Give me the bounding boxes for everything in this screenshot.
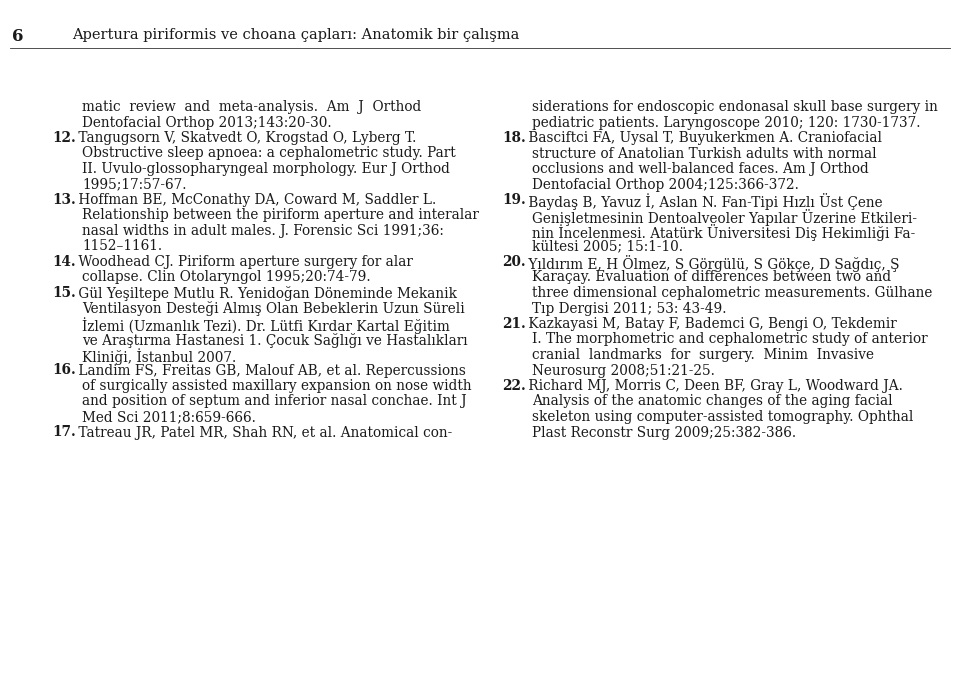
Text: Obstructive sleep apnoea: a cephalometric study. Part: Obstructive sleep apnoea: a cephalometri… (82, 146, 456, 160)
Text: Richard MJ, Morris C, Deen BF, Gray L, Woodward JA.: Richard MJ, Morris C, Deen BF, Gray L, W… (524, 379, 902, 393)
Text: 14.: 14. (52, 255, 76, 269)
Text: Genişletmesinin Dentoalveoler Yapılar Üzerine Etkileri-: Genişletmesinin Dentoalveoler Yapılar Üz… (532, 208, 917, 226)
Text: three dimensional cephalometric measurements. Gülhane: three dimensional cephalometric measurem… (532, 286, 932, 300)
Text: kültesi 2005; 15:1-10.: kültesi 2005; 15:1-10. (532, 240, 683, 254)
Text: 22.: 22. (502, 379, 526, 393)
Text: pediatric patients. Laryngoscope 2010; 120: 1730-1737.: pediatric patients. Laryngoscope 2010; 1… (532, 116, 921, 130)
Text: structure of Anatolian Turkish adults with normal: structure of Anatolian Turkish adults wi… (532, 146, 876, 160)
Text: Apertura piriformis ve choana çapları: Anatomik bir çalışma: Apertura piriformis ve choana çapları: A… (72, 28, 519, 42)
Text: Dentofacial Orthop 2013;143:20-30.: Dentofacial Orthop 2013;143:20-30. (82, 116, 331, 130)
Text: Plast Reconstr Surg 2009;25:382-386.: Plast Reconstr Surg 2009;25:382-386. (532, 425, 796, 440)
Text: Relationship between the piriform aperture and interalar: Relationship between the piriform apertu… (82, 208, 479, 222)
Text: 15.: 15. (52, 286, 76, 300)
Text: collapse. Clin Otolaryngol 1995;20:74-79.: collapse. Clin Otolaryngol 1995;20:74-79… (82, 270, 371, 284)
Text: Kazkayasi M, Batay F, Bademci G, Bengi O, Tekdemir: Kazkayasi M, Batay F, Bademci G, Bengi O… (524, 317, 897, 331)
Text: and position of septum and inferior nasal conchae. Int J: and position of septum and inferior nasa… (82, 395, 467, 408)
Text: Hoffman BE, McConathy DA, Coward M, Saddler L.: Hoffman BE, McConathy DA, Coward M, Sadd… (74, 193, 436, 207)
Text: Analysis of the anatomic changes of the aging facial: Analysis of the anatomic changes of the … (532, 395, 893, 408)
Text: Kliniği, İstanbul 2007.: Kliniği, İstanbul 2007. (82, 348, 236, 365)
Text: 21.: 21. (502, 317, 526, 331)
Text: skeleton using computer-assisted tomography. Ophthal: skeleton using computer-assisted tomogra… (532, 410, 913, 424)
Text: I. The morphometric and cephalometric study of anterior: I. The morphometric and cephalometric st… (532, 332, 927, 346)
Text: Tatreau JR, Patel MR, Shah RN, et al. Anatomical con-: Tatreau JR, Patel MR, Shah RN, et al. An… (74, 425, 452, 440)
Text: Gül Yeşiltepe Mutlu R. Yenidoğan Döneminde Mekanik: Gül Yeşiltepe Mutlu R. Yenidoğan Dönemin… (74, 286, 457, 301)
Text: Karaçay. Evaluation of differences between two and: Karaçay. Evaluation of differences betwe… (532, 270, 891, 284)
Text: siderations for endoscopic endonasal skull base surgery in: siderations for endoscopic endonasal sku… (532, 100, 938, 114)
Text: 19.: 19. (502, 193, 526, 207)
Text: Dentofacial Orthop 2004;125:366-372.: Dentofacial Orthop 2004;125:366-372. (532, 178, 799, 192)
Text: İzlemi (Uzmanlık Tezi). Dr. Lütfi Kırdar Kartal Eğitim: İzlemi (Uzmanlık Tezi). Dr. Lütfi Kırdar… (82, 317, 450, 334)
Text: Tangugsorn V, Skatvedt O, Krogstad O, Lyberg T.: Tangugsorn V, Skatvedt O, Krogstad O, Ly… (74, 131, 417, 145)
Text: 13.: 13. (52, 193, 76, 207)
Text: Neurosurg 2008;51:21-25.: Neurosurg 2008;51:21-25. (532, 364, 715, 378)
Text: matic  review  and  meta-analysis.  Am  J  Orthod: matic review and meta-analysis. Am J Ort… (82, 100, 421, 114)
Text: Baydaş B, Yavuz İ, Aslan N. Fan-Tipi Hızlı Üst Çene: Baydaş B, Yavuz İ, Aslan N. Fan-Tipi Hız… (524, 193, 882, 210)
Text: Landim FS, Freitas GB, Malouf AB, et al. Repercussions: Landim FS, Freitas GB, Malouf AB, et al.… (74, 364, 466, 378)
Text: Woodhead CJ. Piriform aperture surgery for alar: Woodhead CJ. Piriform aperture surgery f… (74, 255, 413, 269)
Text: Ventilasyon Desteği Almış Olan Bebeklerin Uzun Süreli: Ventilasyon Desteği Almış Olan Bebekleri… (82, 302, 465, 316)
Text: nin İncelenmesi. Atatürk Üniversitesi Diş Hekimliği Fa-: nin İncelenmesi. Atatürk Üniversitesi Di… (532, 224, 915, 241)
Text: II. Uvulo-glossopharyngeal morphology. Eur J Orthod: II. Uvulo-glossopharyngeal morphology. E… (82, 162, 450, 176)
Text: 6: 6 (12, 28, 23, 45)
Text: ve Araştırma Hastanesi 1. Çocuk Sağlığı ve Hastalıkları: ve Araştırma Hastanesi 1. Çocuk Sağlığı … (82, 332, 468, 348)
Text: Med Sci 2011;8:659-666.: Med Sci 2011;8:659-666. (82, 410, 256, 424)
Text: 20.: 20. (502, 255, 526, 269)
Text: Yıldırım E, H Ölmez, S Görgülü, S Gökçe, D Sağdıç, Ş: Yıldırım E, H Ölmez, S Görgülü, S Gökçe,… (524, 255, 900, 272)
Text: 16.: 16. (52, 364, 76, 378)
Text: of surgically assisted maxillary expansion on nose width: of surgically assisted maxillary expansi… (82, 379, 471, 393)
Text: 1152–1161.: 1152–1161. (82, 240, 162, 254)
Text: nasal widths in adult males. J. Forensic Sci 1991;36:: nasal widths in adult males. J. Forensic… (82, 224, 444, 238)
Text: 1995;17:57-67.: 1995;17:57-67. (82, 178, 186, 192)
Text: Tıp Dergisi 2011; 53: 43-49.: Tıp Dergisi 2011; 53: 43-49. (532, 302, 727, 316)
Text: Basciftci FA, Uysal T, Buyukerkmen A. Craniofacial: Basciftci FA, Uysal T, Buyukerkmen A. Cr… (524, 131, 882, 145)
Text: 18.: 18. (502, 131, 526, 145)
Text: cranial  landmarks  for  surgery.  Minim  Invasive: cranial landmarks for surgery. Minim Inv… (532, 348, 874, 362)
Text: 12.: 12. (52, 131, 76, 145)
Text: 17.: 17. (52, 425, 76, 440)
Text: occlusions and well-balanced faces. Am J Orthod: occlusions and well-balanced faces. Am J… (532, 162, 869, 176)
